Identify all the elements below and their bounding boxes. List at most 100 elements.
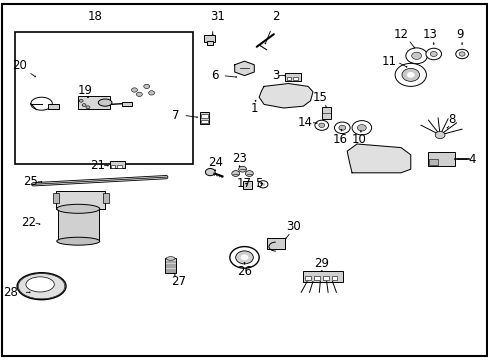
Text: 22: 22 [21,216,36,229]
Bar [285,73,300,81]
Circle shape [314,120,328,130]
Text: 13: 13 [422,28,437,41]
Circle shape [394,63,426,86]
Bar [15,32,193,164]
Circle shape [235,251,253,264]
Bar [110,161,124,168]
Bar [78,96,110,109]
Circle shape [143,84,149,89]
Text: 7: 7 [172,109,180,122]
Text: 17: 17 [237,177,251,190]
Text: 5: 5 [255,177,263,190]
Text: 18: 18 [88,10,102,23]
Text: 31: 31 [210,10,224,23]
Circle shape [136,92,142,96]
Bar [321,107,330,119]
Text: 10: 10 [351,133,366,146]
Text: 21: 21 [90,159,105,172]
Bar [331,276,337,280]
Bar [204,35,215,42]
Circle shape [261,183,264,186]
Text: 29: 29 [314,257,328,270]
Ellipse shape [57,204,100,213]
Polygon shape [234,61,254,76]
Text: 9: 9 [455,28,463,41]
Text: 12: 12 [393,28,407,41]
Text: 20: 20 [12,59,27,72]
Circle shape [401,68,419,81]
Circle shape [82,104,86,107]
Text: 8: 8 [447,113,455,126]
Bar [117,165,122,168]
Text: 30: 30 [285,220,300,233]
Bar [243,181,251,189]
Circle shape [455,49,468,59]
Text: 24: 24 [207,156,222,169]
Circle shape [429,51,436,57]
Circle shape [86,106,90,109]
Circle shape [334,122,349,134]
Bar [286,77,291,80]
Bar [102,193,108,203]
Circle shape [79,99,83,102]
Bar [322,276,328,280]
Bar [110,165,115,168]
Bar [122,102,132,106]
Bar [201,120,207,123]
Bar [207,41,213,45]
Text: 1: 1 [250,102,258,114]
Circle shape [318,123,324,127]
Bar [293,77,298,80]
Text: 2: 2 [272,10,280,23]
Bar [199,112,209,124]
Bar [427,152,454,166]
Ellipse shape [57,237,100,245]
Circle shape [357,125,366,131]
Text: 19: 19 [78,84,93,96]
Text: 15: 15 [312,91,327,104]
Circle shape [338,125,345,130]
Text: 6: 6 [211,69,219,82]
Circle shape [240,255,248,260]
Circle shape [458,52,464,56]
Ellipse shape [166,257,175,260]
Ellipse shape [98,99,112,106]
Bar [56,191,105,209]
Circle shape [205,168,215,176]
Text: 27: 27 [171,275,185,288]
Bar [305,276,310,280]
Circle shape [229,247,259,268]
Text: 25: 25 [23,175,38,188]
Bar [165,258,176,273]
Circle shape [406,72,414,78]
Circle shape [131,88,137,92]
Circle shape [411,52,421,59]
Text: 28: 28 [3,286,18,299]
Ellipse shape [17,273,66,300]
Text: 3: 3 [272,69,280,82]
Bar [428,159,437,165]
Circle shape [258,181,267,188]
Text: 23: 23 [232,152,246,165]
Circle shape [231,171,239,176]
Bar [313,276,319,280]
Circle shape [351,121,371,135]
Ellipse shape [26,277,54,292]
Text: 4: 4 [467,153,475,166]
Polygon shape [346,144,410,173]
Text: 26: 26 [237,265,251,278]
Circle shape [405,48,427,64]
Text: 11: 11 [381,55,395,68]
Text: 16: 16 [332,133,346,146]
Circle shape [148,91,154,95]
Bar [266,238,285,249]
Bar [201,114,207,118]
Bar [48,104,59,109]
Circle shape [245,171,253,176]
Circle shape [434,131,444,139]
Text: 14: 14 [297,116,312,129]
Polygon shape [259,84,312,108]
Circle shape [425,48,441,60]
Bar [303,271,343,282]
Bar [53,193,59,203]
